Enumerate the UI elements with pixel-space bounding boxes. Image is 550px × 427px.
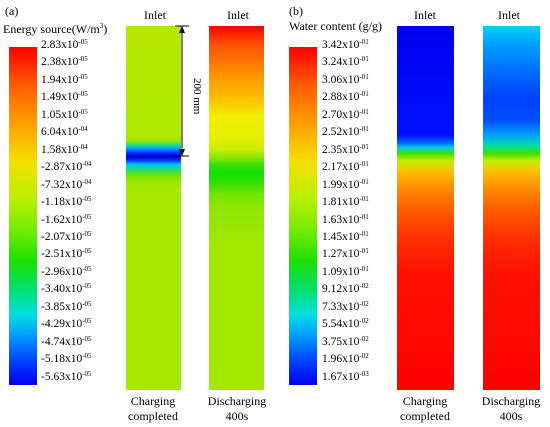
colorbar-tick-label: -2.51x10-05 xyxy=(41,247,92,261)
colorbar-tick-label: 3.06x10-01 xyxy=(322,72,369,86)
panel-b-col1-caption-line2: completed xyxy=(400,409,450,423)
panel-a-colorbar-title-end: ) xyxy=(103,22,108,36)
panel-b-colorbar xyxy=(289,47,317,385)
colorbar-tick-label: 2.88x10-01 xyxy=(322,90,369,104)
colorbar-tick-label: 2.35x10-01 xyxy=(322,142,369,156)
colorbar-tick-label: 1.67x10-03 xyxy=(322,369,369,383)
colorbar-tick-label: 1.58x10-04 xyxy=(41,142,88,156)
colorbar-tick-label: 3.24x10-01 xyxy=(322,55,369,69)
colorbar-tick-label: -2.07x10-05 xyxy=(41,229,92,243)
panel-b-col2-discharging-400s xyxy=(483,26,540,390)
panel-a-col1-inlet-label: Inlet xyxy=(144,8,166,22)
colorbar-tick-label: -7.32x10-04 xyxy=(41,177,92,191)
colorbar-tick-label: 1.94x10-05 xyxy=(41,72,88,86)
panel-a-col1-caption-line2: completed xyxy=(128,409,178,423)
colorbar-tick-label: -3.85x10-05 xyxy=(41,299,92,313)
panel-a-col2-inlet-label: Inlet xyxy=(227,8,249,22)
panel-b-col1-caption-line1: Charging xyxy=(402,394,448,408)
colorbar-tick-label: 5.54x10-02 xyxy=(322,317,369,331)
panel-a-col2-caption-line2: 400s xyxy=(225,409,249,423)
panel-b-col1-inlet-label: Inlet xyxy=(414,8,436,22)
panel-b-colorbar-title: Water content (g/g) xyxy=(289,19,382,33)
panel-a-col2-caption-line1: Discharging xyxy=(207,394,267,408)
panel-a-col1-caption-line1: Charging xyxy=(130,394,176,408)
panel-a-colorbar xyxy=(9,47,37,385)
colorbar-tick-label: -4.74x10-05 xyxy=(41,334,92,348)
colorbar-tick-label: 1.99x10-01 xyxy=(322,177,369,191)
panel-a-col1-charging-completed xyxy=(126,26,181,390)
colorbar-tick-label: 3.75x10-02 xyxy=(322,334,369,348)
colorbar-tick-label: 1.45x10-01 xyxy=(322,229,369,243)
colorbar-tick-label: -5.63x10-05 xyxy=(41,369,92,383)
colorbar-tick-label: 2.17x10-01 xyxy=(322,160,369,174)
colorbar-tick-label: 2.70x10-01 xyxy=(322,107,369,121)
panel-b-col2-caption-line2: 400s xyxy=(499,409,523,423)
dimension-marker xyxy=(175,25,189,157)
colorbar-tick-label: -2.96x10-05 xyxy=(41,264,92,278)
colorbar-tick-label: 1.81x10-01 xyxy=(322,195,369,209)
colorbar-tick-label: 1.96x10-02 xyxy=(322,352,369,366)
panel-b-col1-charging-completed xyxy=(397,26,454,390)
colorbar-tick-label: -2.87x10-04 xyxy=(41,160,92,174)
colorbar-tick-label: 7.33x10-02 xyxy=(322,299,369,313)
colorbar-tick-label: 3.42x10-01 xyxy=(322,38,369,52)
panel-b-col2-inlet-label: Inlet xyxy=(498,8,520,22)
panel-b-tag: (b) xyxy=(289,4,303,18)
colorbar-tick-label: 2.52x10-01 xyxy=(322,125,369,139)
panel-a-colorbar-title-main: Energy source(W/m xyxy=(3,22,100,36)
panel-a-colorbar-title-sup: 3 xyxy=(99,22,104,30)
dimension-label: 200 mm xyxy=(191,78,203,115)
colorbar-tick-label: -1.18x10-05 xyxy=(41,195,92,209)
colorbar-tick-label: 9.12x10-02 xyxy=(322,282,369,296)
panel-a-col2-discharging-400s xyxy=(209,26,264,390)
colorbar-tick-label: 1.05x10-05 xyxy=(41,107,88,121)
colorbar-tick-label: -5.18x10-05 xyxy=(41,352,92,366)
panel-a-tag: (a) xyxy=(5,4,19,18)
colorbar-tick-label: 1.09x10-01 xyxy=(322,264,369,278)
colorbar-tick-label: 1.63x10-01 xyxy=(322,212,369,226)
colorbar-tick-label: 6.04x10-04 xyxy=(41,125,88,139)
panel-b-col2-caption-line1: Discharging xyxy=(481,394,541,408)
colorbar-tick-label: 2.38x10-05 xyxy=(41,55,88,69)
colorbar-tick-label: -1.62x10-05 xyxy=(41,212,92,226)
colorbar-tick-label: -3.40x10-05 xyxy=(41,282,92,296)
colorbar-tick-label: 2.83x10-05 xyxy=(41,38,88,52)
colorbar-tick-label: -4.29x10-05 xyxy=(41,317,92,331)
panel-a-colorbar-title: Energy source(W/m3) xyxy=(3,19,107,36)
colorbar-tick-label: 1.49x10-05 xyxy=(41,90,88,104)
colorbar-tick-label: 1.27x10-01 xyxy=(322,247,369,261)
